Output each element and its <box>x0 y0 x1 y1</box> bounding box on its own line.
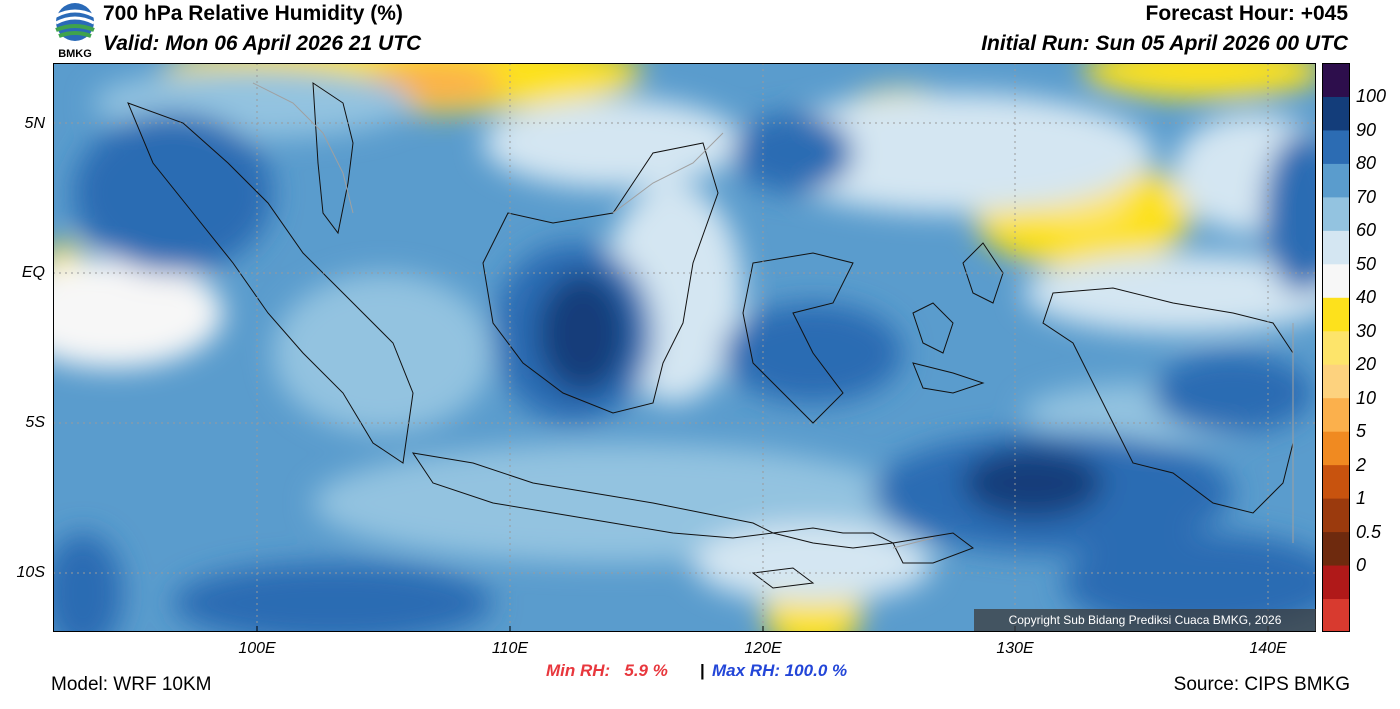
colorbar-label: 100 <box>1356 86 1387 107</box>
colorbar-swatch <box>1322 531 1350 566</box>
colorbar-swatch <box>1322 598 1350 633</box>
colorbar-swatch <box>1322 163 1350 198</box>
lon-label-110e: 110E <box>491 640 529 657</box>
colorbar-swatch <box>1322 63 1350 97</box>
colorbar-swatch <box>1322 431 1350 466</box>
stats-separator: | <box>700 661 705 680</box>
colorbar-label: 2 <box>1356 454 1367 475</box>
colorbar-swatch <box>1322 330 1350 365</box>
colorbar-label: 90 <box>1356 119 1377 140</box>
colorbar-label: 60 <box>1356 220 1377 241</box>
colorbar-swatch <box>1322 196 1350 231</box>
graticule <box>53 63 1316 632</box>
colorbar-label: 30 <box>1356 320 1377 341</box>
initial-run: Initial Run: Sun 05 April 2026 00 UTC <box>981 32 1348 55</box>
source-label: Source: CIPS BMKG <box>1173 674 1350 695</box>
colorbar-swatch <box>1322 464 1350 499</box>
logo-text: BMKG <box>58 48 92 60</box>
lon-label-120e: 120E <box>744 640 782 657</box>
bmkg-logo: BMKG <box>51 2 99 60</box>
colorbar-label: 80 <box>1356 153 1377 174</box>
colorbar-svg <box>1322 63 1350 633</box>
max-rh-label: Max RH: 100.0 % <box>712 661 848 680</box>
lat-label-10s: 10S <box>16 564 45 581</box>
colorbar-swatch <box>1322 397 1350 432</box>
colorbar-label: 1 <box>1356 488 1367 509</box>
lon-label-140e: 140E <box>1249 640 1287 657</box>
lat-label-5n: 5N <box>24 115 45 132</box>
borders <box>252 82 1294 549</box>
lat-label-eq: EQ <box>21 264 45 281</box>
colorbar-label: 40 <box>1356 287 1377 308</box>
colorbar-label: 50 <box>1356 253 1377 274</box>
colorbar-swatch <box>1322 129 1350 164</box>
colorbar-label: 0.5 <box>1356 521 1382 542</box>
colorbar-label: 20 <box>1356 354 1377 375</box>
colorbar-swatch <box>1322 364 1350 399</box>
colorbar-swatch <box>1322 230 1350 265</box>
colorbar-label: 5 <box>1356 421 1367 442</box>
colorbar-swatch <box>1322 96 1350 131</box>
chart-title: 700 hPa Relative Humidity (%) <box>103 2 403 25</box>
coastlines <box>127 82 1294 589</box>
colorbar-swatch <box>1322 297 1350 332</box>
model-label: Model: WRF 10KM <box>51 674 212 695</box>
humidity-map <box>47 63 1316 632</box>
colorbar-swatch <box>1322 498 1350 533</box>
forecast-hour: Forecast Hour: +045 <box>1145 2 1349 25</box>
lon-label-100e: 100E <box>238 640 276 657</box>
valid-time: Valid: Mon 06 April 2026 21 UTC <box>103 32 422 55</box>
colorbar-swatch <box>1322 263 1350 298</box>
colorbar-swatch <box>1322 565 1350 600</box>
min-rh-label: Min RH: 5.9 % <box>546 661 668 680</box>
colorbar-label: 0 <box>1356 555 1367 576</box>
colorbar-label: 10 <box>1356 387 1377 408</box>
lat-label-5s: 5S <box>25 414 45 431</box>
colorbar-label: 70 <box>1356 186 1377 207</box>
copyright-notice: Copyright Sub Bidang Prediksi Cuaca BMKG… <box>974 609 1316 631</box>
humidity-map-svg <box>47 63 1316 632</box>
colorbar <box>1322 63 1350 633</box>
lon-label-130e: 130E <box>996 640 1034 657</box>
